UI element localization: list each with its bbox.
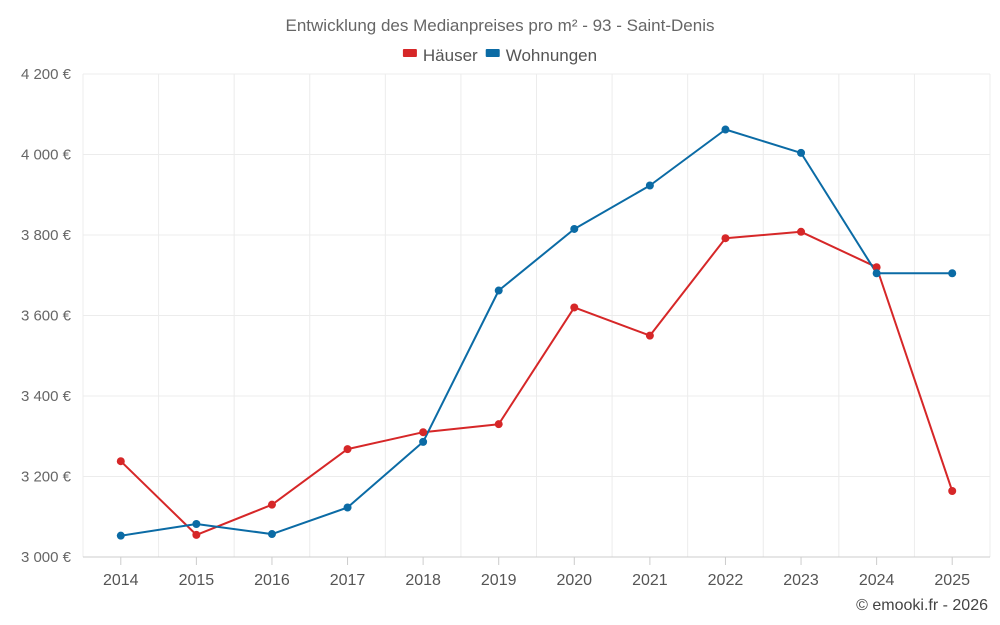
series-line (120, 230, 954, 536)
series-group (116, 125, 957, 540)
legend-label: Häuser (423, 46, 478, 65)
legend-label: Wohnungen (506, 46, 597, 65)
y-tick-label: 3 400 € (21, 388, 72, 405)
y-axis: 3 000 € 3 200 € 3 400 € 3 600 € 3 800 € 4 000… (21, 66, 72, 566)
data-point (192, 519, 201, 528)
x-axis: 2014 2015 2016 2017 2018 2019 2020 2021 2022 2023… (83, 556, 990, 589)
legend-swatch (485, 49, 500, 57)
data-point (948, 269, 957, 278)
grid (82, 73, 991, 558)
y-tick-label: 3 000 € (21, 549, 72, 566)
data-point (797, 148, 806, 157)
legend: Häuser Wohnungen (402, 46, 597, 65)
data-point (494, 420, 503, 429)
x-tick-label: 2020 (556, 572, 592, 589)
legend-swatch (402, 49, 417, 57)
y-tick-label: 3 200 € (21, 469, 72, 486)
y-tick-label: 4 000 € (21, 147, 72, 164)
data-point (797, 227, 806, 236)
data-point (494, 286, 503, 295)
data-point (872, 263, 881, 272)
data-point (948, 486, 957, 495)
x-tick-label: 2024 (859, 572, 895, 589)
data-point (645, 181, 654, 190)
y-tick-label: 3 600 € (21, 308, 72, 325)
data-point (267, 530, 276, 539)
data-point (116, 457, 125, 466)
x-tick-label: 2022 (708, 572, 744, 589)
y-tick-label: 4 200 € (21, 66, 72, 83)
data-point (116, 531, 125, 540)
data-point (192, 530, 201, 539)
data-point (570, 224, 579, 233)
y-tick-label: 3 800 € (21, 227, 72, 244)
data-point (419, 437, 428, 446)
x-tick-label: 2023 (783, 572, 819, 589)
credit-text: © emooki.fr - 2026 (856, 597, 988, 614)
x-tick-label: 2021 (632, 572, 668, 589)
x-tick-label: 2014 (103, 572, 139, 589)
x-tick-label: 2019 (481, 572, 517, 589)
data-point (419, 428, 428, 437)
x-tick-label: 2017 (330, 572, 366, 589)
x-tick-label: 2015 (179, 572, 215, 589)
data-point (267, 500, 276, 509)
data-point (721, 125, 730, 134)
data-point (872, 269, 881, 278)
data-point (645, 331, 654, 340)
x-tick-label: 2016 (254, 572, 290, 589)
series-line (120, 128, 953, 537)
data-point (343, 445, 352, 454)
data-point (570, 303, 579, 312)
chart-title: Entwicklung des Medianpreises pro m² - 9… (286, 16, 715, 35)
data-point (721, 234, 730, 243)
x-tick-label: 2025 (934, 572, 970, 589)
x-tick-label: 2018 (405, 572, 441, 589)
data-point (343, 503, 352, 512)
